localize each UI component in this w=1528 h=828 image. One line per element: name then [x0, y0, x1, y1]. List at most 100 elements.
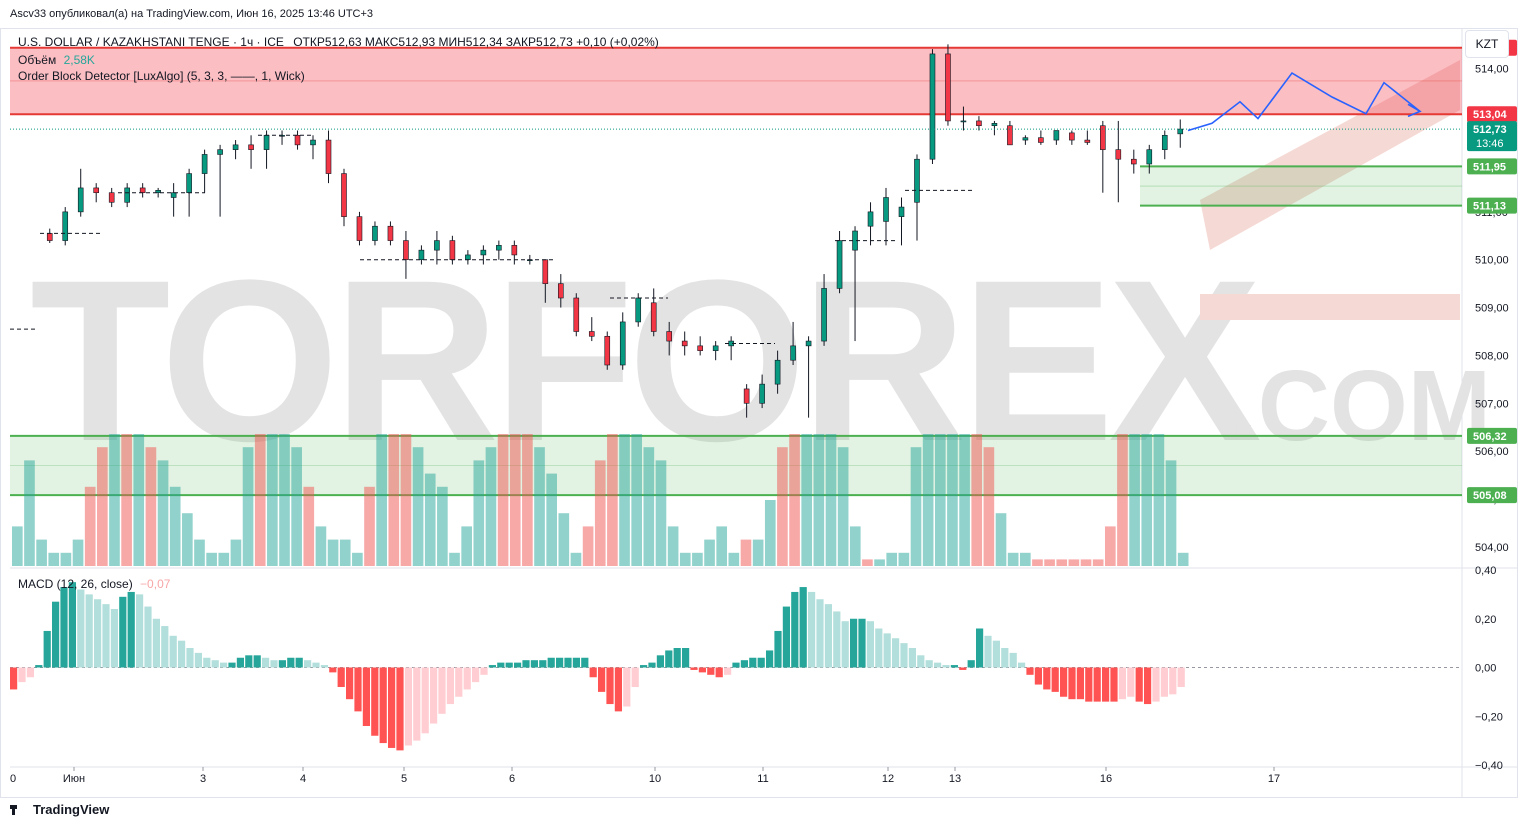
candle-body [914, 158, 920, 203]
candle-body [619, 321, 626, 366]
price-label-text: 512,73 [1473, 124, 1507, 136]
volume-bar [655, 460, 667, 566]
macd-legend[interactable]: MACD (12, 26, close) −0,07 [18, 577, 170, 591]
macd-histogram-bar [43, 630, 51, 668]
volume-bar [667, 526, 679, 566]
volume-bar [1044, 559, 1055, 566]
volume-bar [1019, 552, 1031, 566]
macd-tick-label: 0,40 [1475, 565, 1496, 577]
tradingview-brand[interactable]: TradingView [10, 802, 109, 817]
macd-histogram-bar [1135, 667, 1143, 702]
macd-histogram-bar [270, 660, 278, 668]
watermark-bar [1200, 294, 1460, 320]
macd-histogram-bar [404, 667, 412, 746]
time-tick-label: 4 [300, 773, 306, 785]
candle-body [805, 340, 812, 347]
macd-histogram-bar [1001, 648, 1009, 668]
volume-bar [1068, 559, 1080, 566]
candle-body [496, 245, 502, 251]
volume-bar [825, 434, 837, 566]
time-tick-label: 13 [949, 773, 961, 785]
macd-histogram-bar [866, 621, 874, 668]
volume-bar [922, 434, 934, 566]
macd-histogram-bar [253, 655, 261, 668]
volume-bar [1080, 559, 1092, 566]
volume-bar [522, 434, 533, 566]
indicator-legend[interactable]: Order Block Detector [LuxAlgo] (5, 3, 3,… [18, 69, 305, 83]
volume-bar [1117, 434, 1128, 566]
time-tick-label: 0 [10, 773, 16, 785]
volume-bar [971, 434, 983, 566]
macd-histogram-bar [186, 648, 194, 668]
macd-histogram-bar [698, 667, 706, 673]
volume-bar [594, 460, 606, 566]
volume-bar [485, 447, 497, 566]
macd-histogram-bar [354, 667, 362, 712]
macd-histogram-bar [976, 628, 984, 668]
candle-body [743, 388, 750, 404]
macd-histogram-bar [841, 621, 849, 668]
candle-body [588, 331, 595, 337]
macd-histogram-bar [337, 667, 345, 687]
volume-bar [764, 500, 776, 566]
macd-histogram-bar [539, 660, 547, 668]
macd-histogram-bar [589, 667, 597, 678]
volume-bar [388, 434, 400, 566]
volume-bar [97, 447, 108, 566]
volume-bar [1104, 526, 1116, 566]
candle-body [1115, 149, 1122, 160]
price-tick-label: 506,00 [1475, 446, 1509, 458]
volume-bar [813, 434, 825, 566]
symbol-name[interactable]: U.S. DOLLAR / KAZAKHSTANI TENGE · 1ч · I… [18, 35, 284, 49]
volume-bar [315, 526, 327, 566]
candle-body [263, 134, 270, 150]
candle-body [867, 211, 874, 227]
price-tick-label: 508,00 [1475, 350, 1509, 362]
volume-bar [1032, 559, 1043, 566]
price-label-badge [1467, 197, 1517, 214]
volume-bar [242, 447, 254, 566]
volume-bar [534, 447, 545, 566]
candle-body [449, 240, 456, 261]
volume-bar [1007, 552, 1019, 566]
candle-body [666, 331, 673, 342]
candle-body [836, 240, 843, 289]
macd-histogram-bar [480, 667, 488, 675]
macd-histogram-bar [505, 662, 513, 668]
candle-body [790, 345, 796, 361]
volume-bar [983, 447, 995, 566]
time-tick-label: 10 [649, 773, 661, 785]
candle-body [480, 249, 487, 256]
macd-histogram-bar [110, 609, 118, 668]
macd-histogram-bar [581, 657, 589, 668]
macd-histogram-bar [262, 657, 270, 668]
candle-body [821, 288, 827, 342]
candle-body [712, 345, 719, 351]
volume-bar [570, 552, 582, 566]
volume-legend[interactable]: Объём 2,58K [18, 53, 95, 67]
macd-histogram-bar [421, 667, 429, 734]
volume-bar [801, 434, 813, 566]
candle-body [1084, 139, 1091, 143]
candle-body [1130, 158, 1137, 165]
macd-histogram-bar [1051, 667, 1059, 692]
macd-histogram-bar [766, 650, 774, 668]
currency-button[interactable]: KZT [1465, 30, 1509, 58]
volume-bar [36, 539, 47, 566]
macd-histogram-bar [371, 667, 379, 736]
macd-histogram-bar [1068, 667, 1076, 700]
macd-histogram-bar [875, 628, 883, 668]
macd-histogram-bar [850, 618, 858, 668]
candle-body [356, 216, 363, 241]
candle-body [341, 173, 347, 217]
candle-body [604, 335, 611, 366]
candle-body [1022, 137, 1029, 141]
volume-bar [48, 552, 60, 566]
macd-histogram-bar [1177, 667, 1185, 687]
candle-body [294, 134, 301, 146]
volume-bar [133, 434, 145, 566]
macd-histogram-bar [816, 599, 824, 668]
macd-histogram-bar [220, 662, 228, 668]
macd-histogram-bar [18, 667, 26, 683]
